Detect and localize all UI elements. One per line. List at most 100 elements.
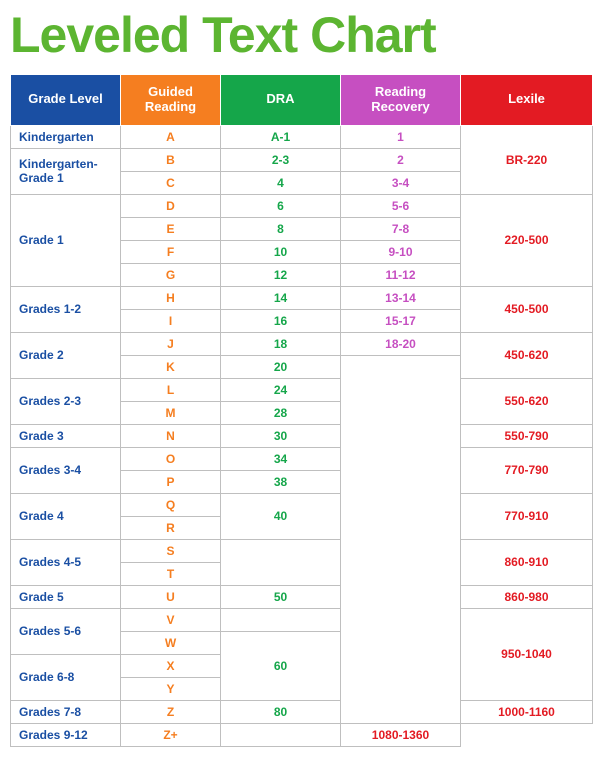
table-row: Grades 3-4O34770-790	[11, 447, 593, 470]
cell-grade: Grades 2-3	[11, 378, 121, 424]
table-row: Grade 1D65-6220-500	[11, 194, 593, 217]
cell-rr: 5-6	[341, 194, 461, 217]
cell-rr	[341, 355, 461, 723]
table-row: Grade 2J1818-20450-620	[11, 332, 593, 355]
cell-grade: Grade 6-8	[11, 654, 121, 700]
cell-grade: Grade 2	[11, 332, 121, 378]
cell-rr: 1	[341, 125, 461, 148]
cell-lexile: 860-910	[461, 539, 593, 585]
cell-rr: 7-8	[341, 217, 461, 240]
cell-grade: Kindergarten- Grade 1	[11, 148, 121, 194]
cell-dra: 24	[221, 378, 341, 401]
header-guided: GuidedReading	[121, 75, 221, 126]
cell-guided: K	[121, 355, 221, 378]
cell-dra: 30	[221, 424, 341, 447]
header-dra: DRA	[221, 75, 341, 126]
cell-grade: Grades 3-4	[11, 447, 121, 493]
cell-dra: 38	[221, 470, 341, 493]
cell-guided: Z	[121, 700, 221, 723]
cell-rr: 3-4	[341, 171, 461, 194]
cell-lexile: 950-1040	[461, 608, 593, 700]
cell-dra: 8	[221, 217, 341, 240]
cell-dra: 18	[221, 332, 341, 355]
cell-guided: S	[121, 539, 221, 562]
cell-guided: A	[121, 125, 221, 148]
cell-dra: 20	[221, 355, 341, 378]
cell-guided: W	[121, 631, 221, 654]
cell-guided: G	[121, 263, 221, 286]
table-row: KindergartenAA-11BR-220	[11, 125, 593, 148]
cell-dra	[221, 608, 341, 631]
cell-dra: 34	[221, 447, 341, 470]
cell-dra: 50	[221, 585, 341, 608]
chart-title: Leveled Text Chart	[10, 10, 590, 60]
table-row: Grades 9-12Z+ 1080-1360	[11, 723, 593, 746]
cell-dra: 80	[221, 700, 341, 723]
cell-grade: Grade 4	[11, 493, 121, 539]
cell-lexile: 770-910	[461, 493, 593, 539]
cell-grade: Grades 5-6	[11, 608, 121, 654]
cell-guided: T	[121, 562, 221, 585]
cell-guided: R	[121, 516, 221, 539]
cell-guided: Z+	[121, 723, 221, 746]
cell-grade: Grade 5	[11, 585, 121, 608]
cell-guided: Y	[121, 677, 221, 700]
cell-lexile: 220-500	[461, 194, 593, 286]
cell-rr: 15-17	[341, 309, 461, 332]
table-row: Grade 3N30 550-790	[11, 424, 593, 447]
cell-dra: 14	[221, 286, 341, 309]
cell-dra: A-1	[221, 125, 341, 148]
cell-grade: Grade 1	[11, 194, 121, 286]
cell-dra: 60	[221, 631, 341, 700]
cell-lexile: 550-620	[461, 378, 593, 424]
table-body: KindergartenAA-11BR-220Kindergarten- Gra…	[11, 125, 593, 746]
table-row: Grade 5U50860-980	[11, 585, 593, 608]
cell-lexile: 860-980	[461, 585, 593, 608]
cell-dra: 6	[221, 194, 341, 217]
cell-lexile: 550-790	[461, 424, 593, 447]
cell-grade: Grades 9-12	[11, 723, 121, 746]
table-row: Grades 4-5S860-910	[11, 539, 593, 562]
cell-rr: 9-10	[341, 240, 461, 263]
table-header: Grade LevelGuidedReadingDRAReadingRecove…	[11, 75, 593, 126]
cell-guided: B	[121, 148, 221, 171]
cell-guided: N	[121, 424, 221, 447]
cell-grade: Grades 7-8	[11, 700, 121, 723]
table-row: Grade 4Q40770-910	[11, 493, 593, 516]
cell-lexile: 1000-1160	[461, 700, 593, 723]
cell-lexile: 770-790	[461, 447, 593, 493]
table-row: Grades 2-3L24550-620	[11, 378, 593, 401]
cell-guided: L	[121, 378, 221, 401]
cell-rr: 2	[341, 148, 461, 171]
cell-lexile: 450-500	[461, 286, 593, 332]
cell-guided: M	[121, 401, 221, 424]
table-row: Grades 1-2H1413-14450-500	[11, 286, 593, 309]
cell-guided: D	[121, 194, 221, 217]
cell-dra: 16	[221, 309, 341, 332]
cell-guided: I	[121, 309, 221, 332]
cell-guided: Q	[121, 493, 221, 516]
cell-dra: 4	[221, 171, 341, 194]
cell-rr: 18-20	[341, 332, 461, 355]
header-lexile: Lexile	[461, 75, 593, 126]
cell-guided: H	[121, 286, 221, 309]
header-grade: Grade Level	[11, 75, 121, 126]
cell-dra: 10	[221, 240, 341, 263]
cell-guided: O	[121, 447, 221, 470]
cell-dra	[221, 539, 341, 585]
cell-lexile: 1080-1360	[341, 723, 461, 746]
cell-guided: C	[121, 171, 221, 194]
cell-guided: X	[121, 654, 221, 677]
cell-grade: Kindergarten	[11, 125, 121, 148]
cell-grade: Grade 3	[11, 424, 121, 447]
cell-rr: 13-14	[341, 286, 461, 309]
cell-guided: E	[121, 217, 221, 240]
cell-lexile: 450-620	[461, 332, 593, 378]
table-row: Grades 7-8Z80 1000-1160	[11, 700, 593, 723]
cell-grade: Grades 1-2	[11, 286, 121, 332]
cell-guided: P	[121, 470, 221, 493]
cell-guided: V	[121, 608, 221, 631]
table-row: Grades 5-6V950-1040	[11, 608, 593, 631]
leveled-text-table: Grade LevelGuidedReadingDRAReadingRecove…	[10, 74, 593, 747]
cell-lexile: BR-220	[461, 125, 593, 194]
